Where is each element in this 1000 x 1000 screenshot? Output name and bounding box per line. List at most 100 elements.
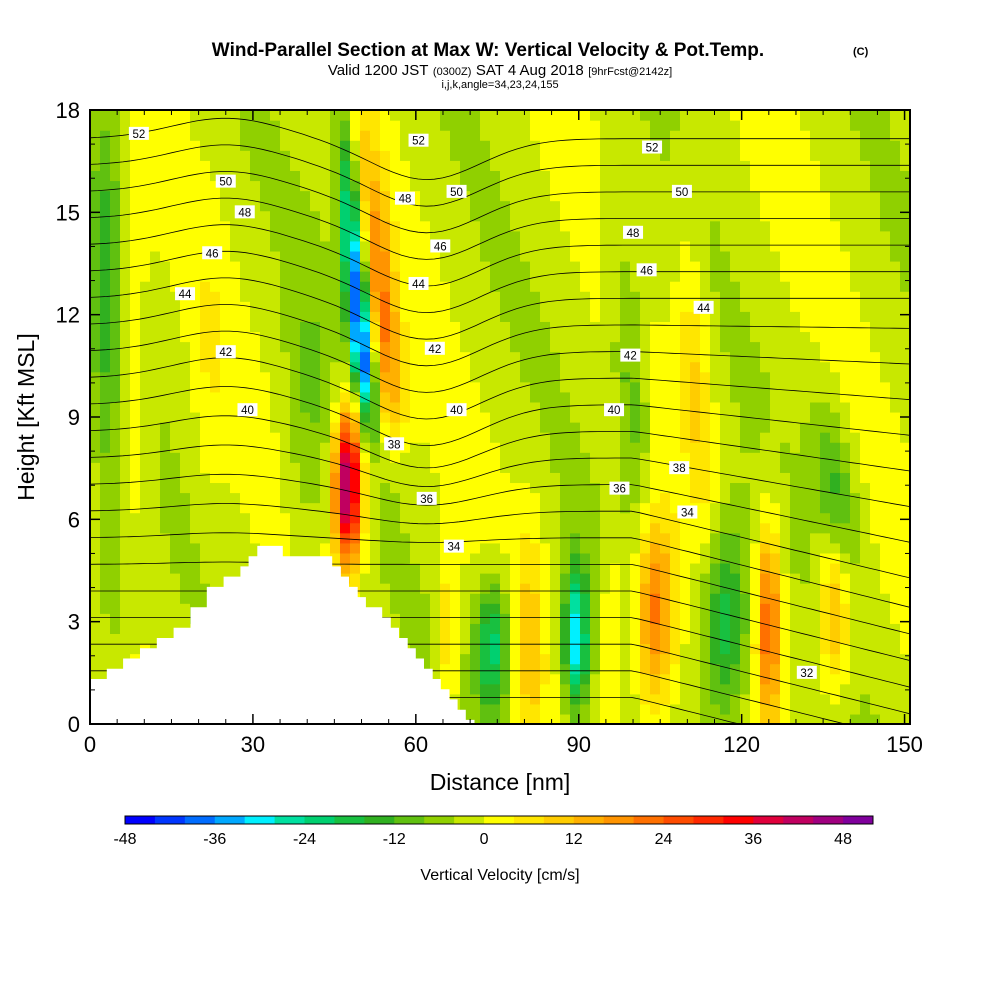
velocity-cell <box>400 301 411 312</box>
velocity-cell <box>690 643 701 655</box>
velocity-cell <box>670 573 681 584</box>
velocity-cell <box>800 210 811 222</box>
velocity-cell <box>800 573 811 584</box>
velocity-cell <box>500 321 511 333</box>
velocity-cell <box>260 492 271 504</box>
velocity-cell <box>270 442 281 453</box>
velocity-cell <box>290 542 301 554</box>
velocity-cell <box>100 311 111 322</box>
velocity-cell <box>650 230 661 242</box>
velocity-cell <box>800 522 811 534</box>
velocity-cell <box>340 492 351 504</box>
velocity-cell <box>130 301 141 312</box>
velocity-cell <box>240 351 251 363</box>
velocity-cell <box>880 452 891 463</box>
velocity-cell <box>430 291 441 302</box>
velocity-cell <box>470 371 481 383</box>
velocity-cell <box>340 160 351 171</box>
velocity-cell <box>790 180 801 192</box>
velocity-cell <box>240 311 251 322</box>
velocity-cell <box>360 281 371 292</box>
velocity-cell <box>500 150 511 161</box>
velocity-cell <box>880 341 891 353</box>
velocity-cell <box>760 603 771 614</box>
velocity-cell <box>420 603 431 614</box>
velocity-cell <box>120 220 131 232</box>
velocity-cell <box>800 381 811 393</box>
velocity-cell <box>180 532 191 544</box>
velocity-cell <box>890 260 901 272</box>
velocity-cell <box>490 432 501 443</box>
velocity-cell <box>200 502 211 514</box>
velocity-cell <box>520 452 531 463</box>
velocity-cell <box>720 170 731 182</box>
velocity-cell <box>870 643 881 655</box>
velocity-cell <box>550 180 561 192</box>
velocity-cell <box>490 673 501 685</box>
velocity-cell <box>140 271 151 282</box>
velocity-cell <box>750 502 761 514</box>
velocity-cell <box>680 331 691 343</box>
velocity-cell <box>170 593 181 604</box>
velocity-cell <box>530 663 541 675</box>
velocity-cell <box>140 391 151 403</box>
velocity-cell <box>750 573 761 584</box>
velocity-cell <box>110 633 121 645</box>
velocity-cell <box>160 301 171 312</box>
velocity-cell <box>900 663 910 675</box>
velocity-cell <box>850 633 861 645</box>
velocity-cell <box>740 240 751 252</box>
velocity-cell <box>770 170 781 182</box>
velocity-cell <box>640 613 651 624</box>
velocity-cell <box>140 260 151 272</box>
velocity-cell <box>500 452 511 463</box>
velocity-cell <box>790 250 801 262</box>
velocity-cell <box>240 190 251 202</box>
velocity-cell <box>450 331 461 343</box>
velocity-cell <box>270 482 281 494</box>
velocity-cell <box>730 502 741 514</box>
velocity-cell <box>560 240 571 252</box>
velocity-cell <box>510 281 521 292</box>
velocity-cell <box>130 643 141 655</box>
velocity-cell <box>530 130 541 141</box>
velocity-cell <box>470 170 481 182</box>
velocity-cell <box>630 472 641 484</box>
velocity-cell <box>200 291 211 302</box>
velocity-cell <box>560 210 571 222</box>
velocity-cell <box>160 230 171 242</box>
velocity-cell <box>670 401 681 413</box>
velocity-cell <box>900 643 910 655</box>
velocity-cell <box>130 331 141 343</box>
velocity-cell <box>510 260 521 272</box>
velocity-cell <box>630 271 641 282</box>
velocity-cell <box>340 301 351 312</box>
velocity-cell <box>490 653 501 665</box>
velocity-cell <box>530 140 541 151</box>
velocity-cell <box>340 230 351 242</box>
velocity-cell <box>900 613 910 624</box>
velocity-cell <box>210 120 221 131</box>
velocity-cell <box>680 643 691 655</box>
velocity-cell <box>740 613 751 624</box>
velocity-cell <box>700 542 711 554</box>
velocity-cell <box>300 311 311 322</box>
velocity-cell <box>810 301 821 312</box>
velocity-cell <box>820 311 831 322</box>
velocity-cell <box>550 260 561 272</box>
velocity-cell <box>480 240 491 252</box>
velocity-cell <box>600 482 611 494</box>
velocity-cell <box>650 371 661 383</box>
velocity-cell <box>410 260 421 272</box>
velocity-cell <box>630 452 641 463</box>
velocity-cell <box>800 683 811 695</box>
velocity-cell <box>110 562 121 574</box>
velocity-cell <box>460 472 471 484</box>
velocity-cell <box>350 321 361 333</box>
velocity-cell <box>170 230 181 242</box>
velocity-cell <box>770 351 781 363</box>
velocity-cell <box>540 351 551 363</box>
velocity-cell <box>310 321 321 333</box>
velocity-cell <box>900 422 910 433</box>
velocity-cell <box>220 301 231 312</box>
